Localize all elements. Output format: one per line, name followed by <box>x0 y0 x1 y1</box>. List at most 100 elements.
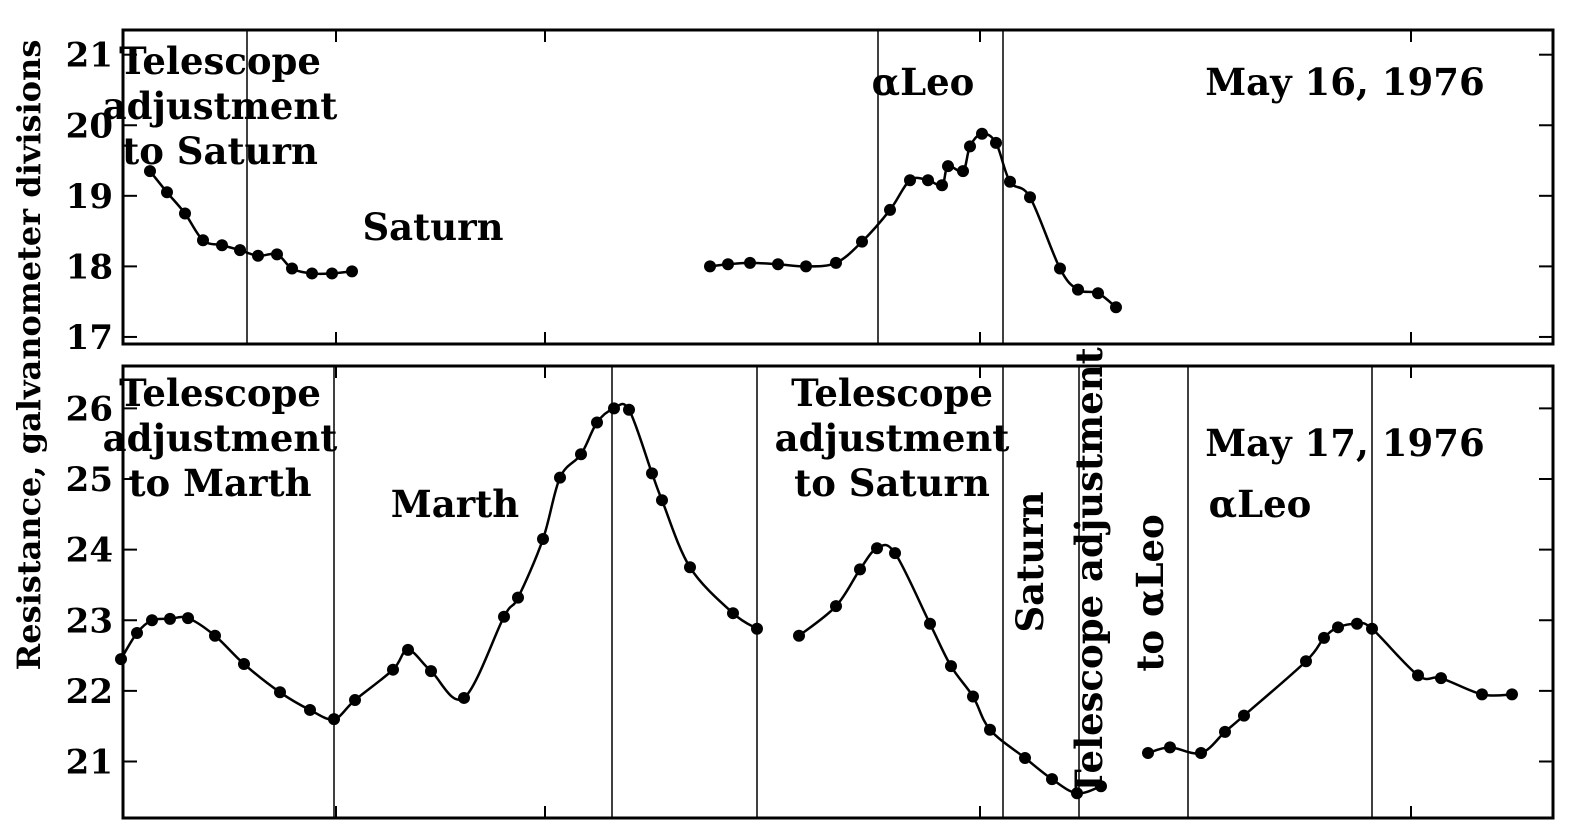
data-point <box>964 140 976 153</box>
data-point <box>144 165 156 178</box>
annotation-label: Marth <box>391 482 520 526</box>
annotation-line: Telescope <box>119 39 321 83</box>
data-point <box>458 691 470 704</box>
data-point <box>1004 175 1016 188</box>
annotation-line: adjustment <box>775 416 1010 460</box>
data-point <box>1506 688 1518 701</box>
data-point <box>1435 672 1447 685</box>
data-point <box>554 471 566 484</box>
data-point <box>1142 747 1154 760</box>
data-point <box>498 610 510 623</box>
panel-frame <box>121 364 1555 820</box>
series-line <box>119 402 758 721</box>
annotation-line: Saturn <box>1008 491 1052 632</box>
data-point <box>115 653 127 666</box>
annotation-line: to αLeo <box>1128 514 1172 671</box>
data-point <box>182 612 194 625</box>
data-point <box>793 629 805 642</box>
data-point <box>772 258 784 271</box>
data-point <box>646 467 658 480</box>
data-point <box>1046 773 1058 786</box>
y-tick-label: 17 <box>66 318 113 358</box>
panel-may-16: 17 18 19 20 21 Telescope adjustment to Saturn Sa… <box>66 28 1555 358</box>
annotation-label: Saturn <box>1008 491 1052 632</box>
data-point <box>425 665 437 678</box>
annotation-line: Telescope <box>119 371 321 415</box>
annotation-label: to αLeo <box>1128 514 1172 671</box>
data-point <box>684 561 696 574</box>
data-point <box>1366 622 1378 635</box>
annotation-line: to Marth <box>128 461 311 505</box>
data-point <box>1412 669 1424 682</box>
data-point <box>387 663 399 676</box>
data-point <box>234 244 246 257</box>
annotation-label: αLeo <box>1209 482 1312 526</box>
data-point <box>1195 747 1207 760</box>
data-point <box>884 203 896 216</box>
data-point <box>402 643 414 656</box>
data-point <box>346 265 358 278</box>
annotation-label: Saturn <box>362 205 503 249</box>
annotation-line: Saturn <box>362 205 503 249</box>
y-tick-label: 20 <box>66 106 113 146</box>
annotation-line: to Saturn <box>122 129 318 173</box>
data-point <box>751 622 763 635</box>
data-point <box>161 186 173 199</box>
data-point <box>942 160 954 173</box>
data-point <box>274 686 286 699</box>
panel-frame <box>121 28 1555 346</box>
data-point <box>1092 287 1104 300</box>
data-point <box>271 248 283 261</box>
annotation-line: to Saturn <box>794 461 990 505</box>
data-point <box>252 249 264 262</box>
y-tick-label: 23 <box>66 601 113 641</box>
series-line <box>709 132 1117 309</box>
data-point <box>179 207 191 220</box>
annotation-line: adjustment <box>103 84 338 128</box>
annotation-line: May 16, 1976 <box>1205 60 1485 104</box>
data-point <box>1351 617 1363 630</box>
data-point <box>990 136 1002 149</box>
data-point <box>957 165 969 178</box>
data-point <box>922 174 934 187</box>
annotation-label: αLeo <box>872 60 975 104</box>
data-point <box>1054 262 1066 275</box>
data-point <box>286 262 298 275</box>
data-point <box>967 690 979 703</box>
annotation-label: Telescope adjustment to Saturn <box>775 371 1010 505</box>
y-tick-label: 22 <box>66 672 113 712</box>
data-point <box>830 600 842 613</box>
data-point <box>623 403 635 416</box>
data-point <box>238 658 250 671</box>
data-point <box>1476 688 1488 701</box>
data-point <box>924 617 936 630</box>
annotation-label: May 16, 1976 <box>1205 60 1485 104</box>
data-point <box>591 416 603 429</box>
data-point <box>537 533 549 546</box>
annotation-label: Telescope adjustment to Saturn <box>103 39 338 173</box>
data-point <box>1300 655 1312 668</box>
y-tick-label: 25 <box>66 460 113 500</box>
data-point <box>984 723 996 736</box>
data-point <box>209 629 221 642</box>
data-point <box>1164 741 1176 754</box>
data-point <box>575 448 587 461</box>
annotation-label: Telescope adjustment <box>1067 347 1111 797</box>
data-point <box>1318 631 1330 644</box>
y-tick-label: 21 <box>66 36 113 76</box>
data-point <box>306 267 318 280</box>
data-point <box>1238 709 1250 722</box>
data-point <box>349 694 361 707</box>
data-point <box>164 612 176 625</box>
data-point <box>904 174 916 187</box>
data-point <box>512 591 524 604</box>
annotation-line: adjustment <box>103 416 338 460</box>
data-point <box>131 626 143 639</box>
data-point <box>871 542 883 555</box>
series-line <box>149 170 353 276</box>
data-point <box>976 127 988 140</box>
annotation-line: Telescope adjustment <box>1067 347 1111 797</box>
data-point <box>656 494 668 507</box>
